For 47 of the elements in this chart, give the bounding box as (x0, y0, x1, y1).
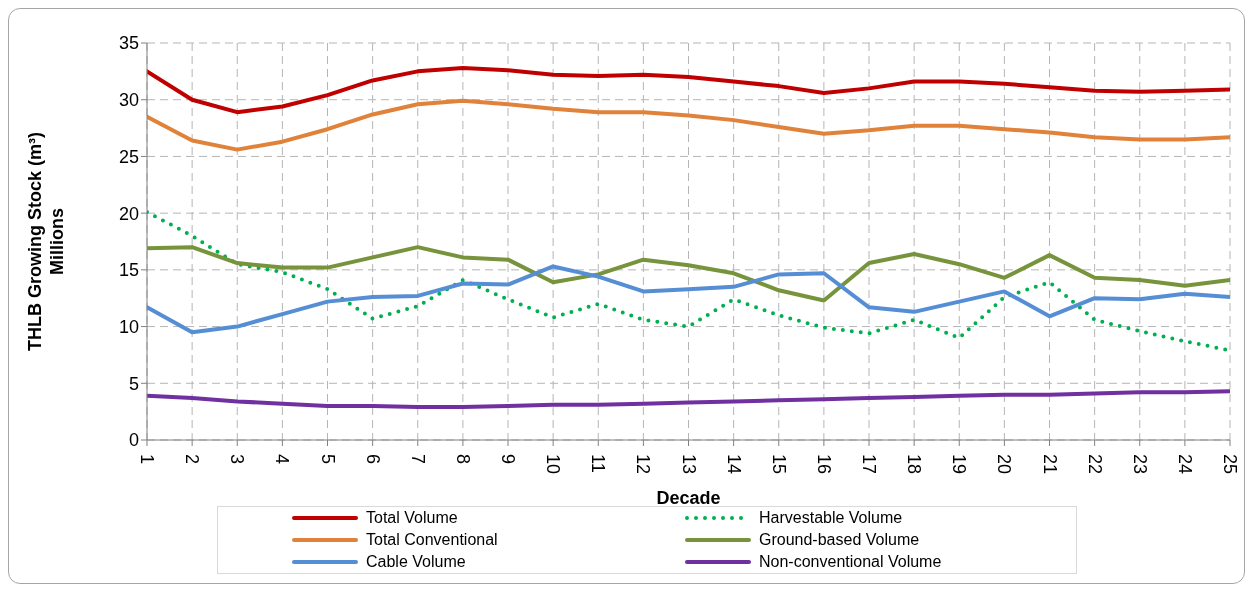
x-tick-label: 10 (543, 454, 564, 475)
x-tick-label: 23 (1129, 454, 1150, 475)
x-tick-label: 20 (994, 454, 1015, 475)
x-tick-label: 21 (1039, 454, 1060, 475)
line-series (147, 65, 1230, 115)
x-tick-label: 1 (137, 454, 157, 465)
y-tick-label: 25 (118, 146, 139, 167)
x-tick-label: 18 (904, 454, 925, 475)
x-tick-label: 4 (272, 454, 293, 465)
legend-label: Total Volume (366, 508, 458, 528)
y-tick-label: 0 (128, 430, 139, 451)
line-series (147, 264, 1230, 335)
x-tick-label: 3 (227, 454, 248, 465)
x-axis-title: Decade (656, 488, 721, 508)
x-tick-label: 5 (317, 454, 338, 465)
y-tick-label: 10 (118, 316, 139, 337)
line-series (147, 389, 1230, 410)
x-tick-label: 14 (723, 454, 744, 475)
x-tick-label: 13 (678, 454, 699, 475)
x-tick-label: 15 (768, 454, 789, 475)
x-tick-label: 11 (588, 454, 609, 473)
y-tick-label: 20 (118, 203, 139, 224)
y-tick-label: 35 (118, 33, 139, 54)
legend-label: Ground-based Volume (759, 530, 920, 550)
x-tick-label: 6 (362, 454, 383, 465)
x-tick-label: 8 (452, 454, 473, 465)
x-tick-label: 7 (407, 454, 428, 465)
y-axis-title: THLB Growing Stock (m³) Millions (25, 132, 67, 351)
x-tick-label: 24 (1174, 454, 1195, 475)
y-tick-label: 15 (118, 260, 139, 281)
x-tick-label: 16 (813, 454, 834, 475)
line-series (147, 245, 1230, 303)
x-tick-label: 25 (1220, 454, 1240, 475)
x-tick-label: 17 (859, 454, 879, 475)
x-tick-label: 22 (1084, 454, 1105, 475)
legend-label: Non-conventional Volume (759, 552, 942, 572)
legend-label: Total Conventional (366, 530, 498, 550)
legend-label: Harvestable Volume (759, 508, 903, 528)
x-tick-label: 2 (182, 454, 203, 465)
y-tick-label: 30 (118, 90, 139, 111)
legend-label: Cable Volume (366, 552, 466, 572)
y-tick-label: 5 (128, 373, 139, 394)
x-tick-label: 9 (498, 454, 518, 465)
x-tick-label: 12 (633, 454, 654, 475)
x-tick-label: 19 (949, 454, 970, 475)
line-series (147, 98, 1230, 152)
line-series (147, 210, 1230, 353)
